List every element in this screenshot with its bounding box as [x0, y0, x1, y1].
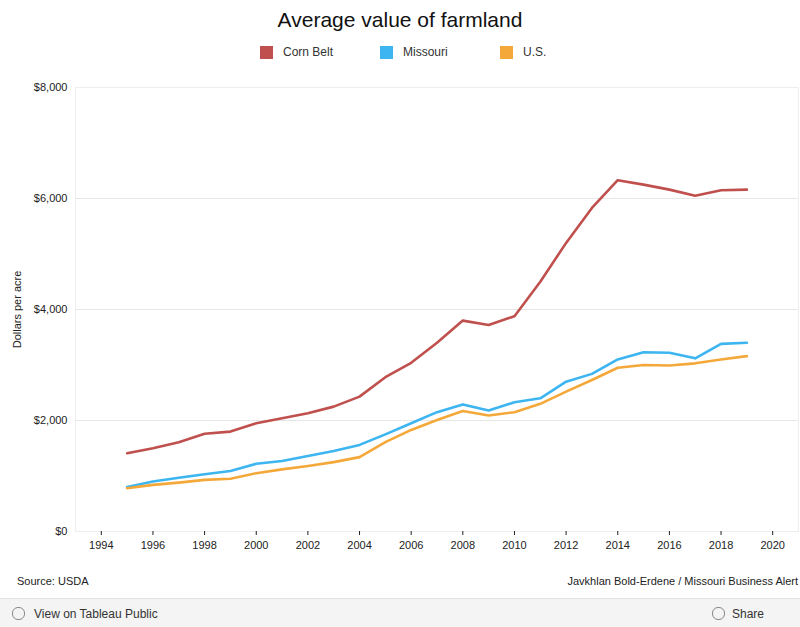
html-text:Corn Belt: Corn Belt — [283, 45, 333, 59]
svg-text:2008: 2008 — [451, 539, 475, 551]
html-text:Share: Share — [732, 607, 764, 621]
svg-text:2012: 2012 — [554, 539, 578, 551]
svg-text:2000: 2000 — [244, 539, 268, 551]
svg-text:1994: 1994 — [89, 539, 113, 551]
svg-text:2002: 2002 — [296, 539, 320, 551]
html-text:Javkhlan Bold-Erdene / Missour: Javkhlan Bold-Erdene / Missouri Business… — [567, 575, 798, 587]
svg-text:2010: 2010 — [502, 539, 526, 551]
svg-text:$4,000: $4,000 — [34, 303, 68, 315]
html-text:View on Tableau Public: View on Tableau Public — [34, 607, 158, 621]
html-text:Missouri: Missouri — [403, 45, 448, 59]
svg-text:2004: 2004 — [347, 539, 371, 551]
svg-text:2006: 2006 — [399, 539, 423, 551]
svg-text:2020: 2020 — [760, 539, 784, 551]
svg-text:1996: 1996 — [141, 539, 165, 551]
svg-text:$8,000: $8,000 — [34, 81, 68, 93]
svg-text:$2,000: $2,000 — [34, 414, 68, 426]
html-text:U.S.: U.S. — [523, 45, 547, 59]
html-text:Average value of farmland: Average value of farmland — [277, 8, 523, 31]
html-text:Source: USDA: Source: USDA — [17, 575, 89, 587]
svg-text:2018: 2018 — [709, 539, 733, 551]
svg-text:Dollars per acre: Dollars per acre — [11, 271, 23, 349]
svg-text:1998: 1998 — [192, 539, 216, 551]
svg-text:2016: 2016 — [657, 539, 681, 551]
svg-text:$6,000: $6,000 — [34, 192, 68, 204]
svg-text:$0: $0 — [55, 525, 67, 537]
svg-text:2014: 2014 — [606, 539, 630, 551]
